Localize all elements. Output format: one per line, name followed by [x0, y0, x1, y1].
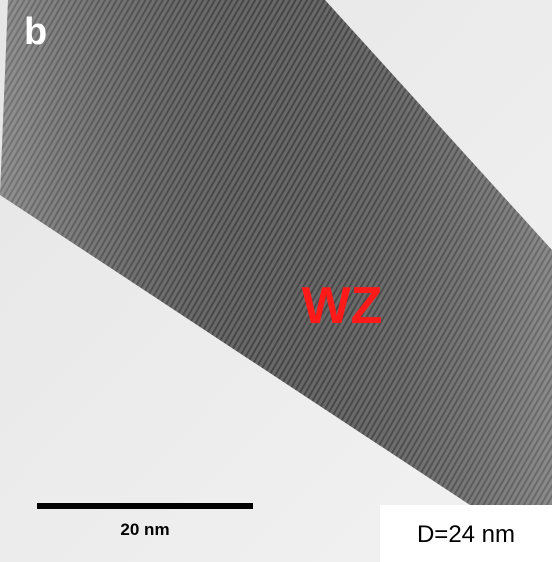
- scale-bar-label: 20 nm: [120, 520, 169, 539]
- tem-image: b WZ 20 nm D=24 nm: [0, 0, 552, 562]
- scale-bar: [37, 503, 253, 509]
- diameter-label: D=24 nm: [417, 521, 515, 548]
- phase-label: WZ: [302, 277, 383, 335]
- panel-label: b: [24, 11, 47, 53]
